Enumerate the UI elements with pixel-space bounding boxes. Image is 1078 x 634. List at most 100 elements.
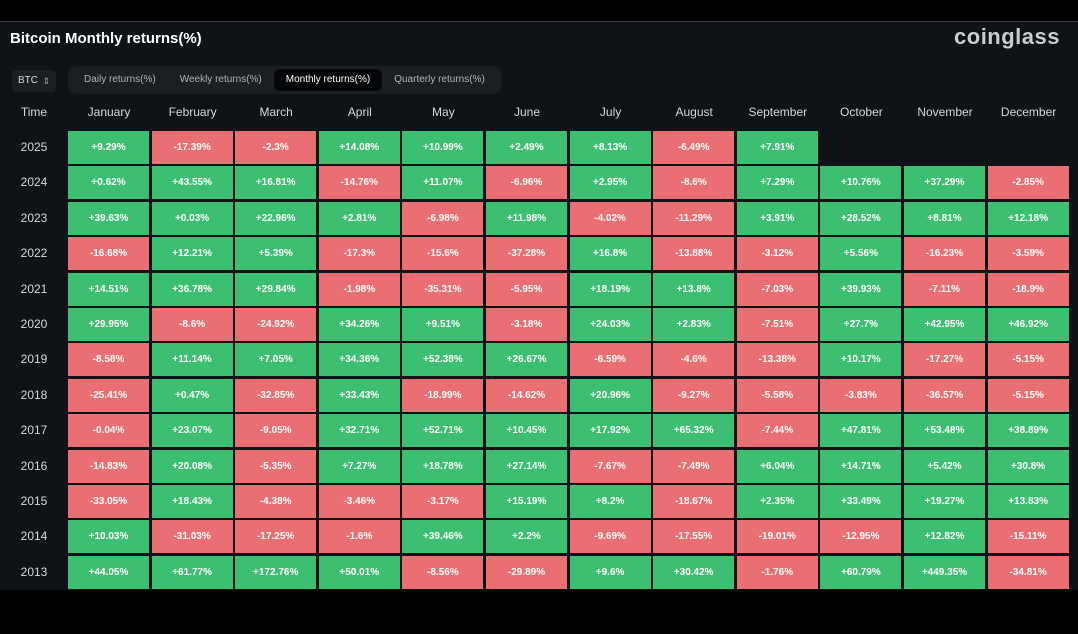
column-header-month: May bbox=[432, 105, 455, 119]
return-cell: -16.68% bbox=[68, 237, 149, 271]
column-header-month: October bbox=[840, 105, 883, 119]
return-cell: -29.89% bbox=[486, 555, 567, 589]
return-cell: +12.82% bbox=[904, 520, 985, 554]
return-cell: +14.71% bbox=[820, 449, 902, 483]
return-cell: -9.27% bbox=[653, 378, 735, 412]
return-cell: -18.99% bbox=[402, 378, 484, 412]
return-cell: +15.19% bbox=[486, 485, 567, 518]
return-cell: +34.36% bbox=[318, 343, 400, 377]
return-cell: +10.76% bbox=[820, 166, 902, 200]
return-cell: +10.45% bbox=[486, 414, 567, 448]
return-cell: +14.51% bbox=[68, 272, 149, 306]
return-cell: +34.26% bbox=[318, 308, 400, 341]
column-header-month: September bbox=[748, 105, 808, 119]
tab-quarterly-returns[interactable]: Quarterly returns(%) bbox=[394, 74, 485, 85]
return-cell: +0.03% bbox=[151, 201, 233, 235]
return-cell: +172.76% bbox=[235, 555, 317, 589]
return-cell: -2.3% bbox=[235, 131, 317, 164]
return-cell: -3.17% bbox=[402, 485, 484, 518]
return-cell: -8.58% bbox=[68, 343, 149, 377]
tab-daily-returns[interactable]: Daily returns(%) bbox=[84, 74, 156, 85]
return-cell: +17.92% bbox=[569, 414, 651, 448]
return-cell: +47.81% bbox=[820, 414, 902, 448]
column-header-month: November bbox=[917, 105, 973, 119]
chevron-updown-icon: ⇕ bbox=[42, 76, 50, 86]
return-cell: -17.39% bbox=[151, 131, 233, 164]
return-cell: +2.35% bbox=[736, 485, 818, 518]
return-cell: +16.8% bbox=[569, 237, 651, 271]
return-cell: -32.85% bbox=[235, 378, 317, 412]
return-cell: +2.2% bbox=[486, 520, 567, 554]
return-cell: -3.59% bbox=[987, 237, 1069, 271]
row-year-label: 2023 bbox=[20, 210, 48, 225]
return-cell: +39.63% bbox=[68, 201, 149, 235]
return-cell: +22.96% bbox=[235, 201, 317, 235]
return-cell: +12.21% bbox=[151, 237, 233, 271]
return-cell: -7.03% bbox=[736, 272, 818, 306]
return-cell: -14.62% bbox=[486, 378, 567, 412]
return-cell: -8.56% bbox=[402, 555, 484, 589]
return-cell: +8.81% bbox=[904, 201, 985, 235]
return-cell: -1.6% bbox=[318, 520, 400, 554]
return-cell: +52.71% bbox=[402, 414, 484, 448]
row-year-label: 2013 bbox=[20, 564, 48, 579]
return-cell: -14.83% bbox=[68, 449, 149, 483]
return-cell: -19.01% bbox=[736, 520, 818, 554]
return-cell: +50.01% bbox=[318, 555, 400, 589]
return-cell: -17.27% bbox=[904, 343, 985, 377]
return-cell: +9.6% bbox=[569, 555, 651, 589]
return-cell: +37.29% bbox=[904, 166, 985, 200]
return-cell: +60.79% bbox=[820, 555, 902, 589]
return-cell: -0.04% bbox=[68, 414, 149, 448]
return-cell: +39.93% bbox=[820, 272, 902, 306]
return-cell: +18.19% bbox=[569, 272, 651, 306]
return-cell: +38.89% bbox=[987, 414, 1069, 448]
column-header-month: February bbox=[168, 105, 217, 119]
return-cell: +9.51% bbox=[402, 308, 484, 341]
column-header-month: July bbox=[599, 105, 622, 119]
return-cell: +0.62% bbox=[68, 166, 149, 200]
row-year-label: 2021 bbox=[20, 281, 48, 296]
return-cell: +7.05% bbox=[235, 343, 317, 377]
return-cell: +11.98% bbox=[486, 201, 567, 235]
return-cell: -24.92% bbox=[235, 308, 317, 341]
return-cell: +33.49% bbox=[820, 485, 902, 518]
row-year-label: 2025 bbox=[20, 140, 48, 154]
returns-panel: Bitcoin Monthly returns(%) coinglass BTC… bbox=[0, 21, 1078, 590]
return-cell: -25.41% bbox=[68, 378, 149, 412]
return-cell: -7.51% bbox=[736, 308, 818, 341]
return-cell: +19.27% bbox=[904, 485, 985, 518]
return-cell: -1.76% bbox=[736, 555, 818, 589]
tab-weekly-returns[interactable]: Weekly returns(%) bbox=[179, 74, 262, 85]
return-cell: -17.25% bbox=[235, 520, 317, 554]
return-cell: +29.95% bbox=[68, 308, 149, 341]
row-year-label: 2020 bbox=[20, 317, 48, 331]
return-cell: -3.12% bbox=[736, 237, 818, 271]
return-cell: -17.3% bbox=[318, 237, 400, 271]
asset-select[interactable]: BTC ⇕ bbox=[12, 70, 56, 92]
return-cell: +18.78% bbox=[402, 449, 484, 483]
return-cell: -9.05% bbox=[235, 414, 317, 448]
return-cell: +30.42% bbox=[653, 555, 735, 589]
return-cell: -7.11% bbox=[904, 272, 985, 306]
return-cell: +32.71% bbox=[318, 414, 400, 448]
return-cell: -1.98% bbox=[318, 272, 400, 306]
return-cell: +6.04% bbox=[736, 449, 818, 483]
return-cell: -6.96% bbox=[486, 166, 567, 200]
row-year-label: 2018 bbox=[20, 387, 48, 402]
return-cell: -18.9% bbox=[987, 272, 1069, 306]
return-cell: +27.7% bbox=[820, 308, 902, 341]
return-cell: +14.08% bbox=[318, 131, 400, 164]
return-cell: +39.46% bbox=[402, 520, 484, 554]
return-cell: +27.14% bbox=[486, 449, 567, 483]
return-cell: -31.03% bbox=[151, 520, 233, 554]
row-year-label: 2016 bbox=[20, 458, 48, 473]
return-cell: +5.39% bbox=[235, 237, 317, 271]
return-cell: -33.05% bbox=[68, 485, 149, 518]
return-cell: +28.52% bbox=[820, 201, 902, 235]
return-cell: -5.95% bbox=[486, 272, 567, 306]
tab-monthly-returns[interactable]: Monthly returns(%) bbox=[273, 69, 383, 91]
return-cell: +3.91% bbox=[736, 201, 818, 235]
return-cell: +13.8% bbox=[653, 272, 735, 306]
asset-select-value: BTC bbox=[18, 75, 38, 86]
